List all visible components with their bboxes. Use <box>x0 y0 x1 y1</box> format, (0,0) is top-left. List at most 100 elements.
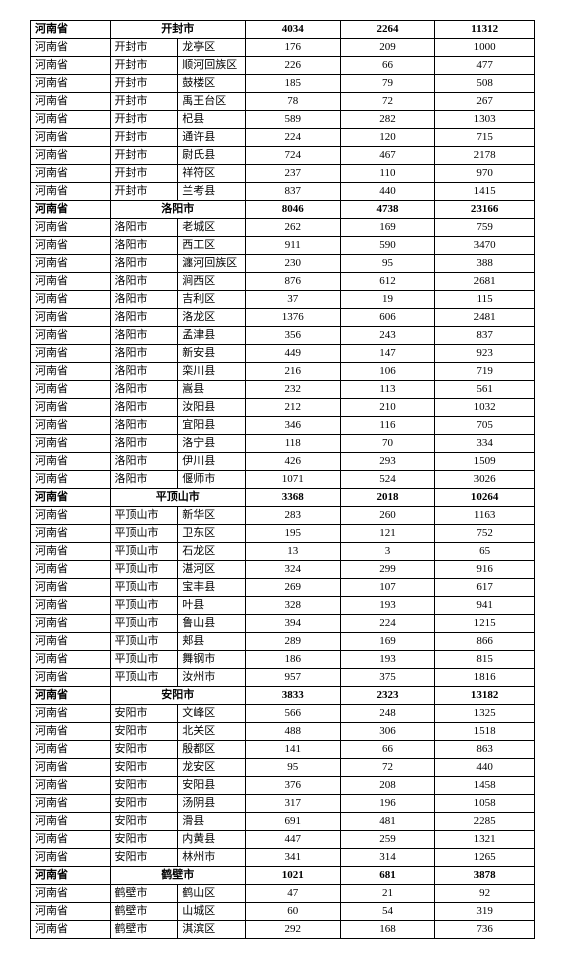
cell-n1: 237 <box>245 165 340 183</box>
cell-n2: 113 <box>340 381 435 399</box>
cell-n1: 141 <box>245 741 340 759</box>
cell-district: 卫东区 <box>178 525 246 543</box>
cell-n2: 169 <box>340 633 435 651</box>
cell-n3: 866 <box>435 633 535 651</box>
cell-n1: 224 <box>245 129 340 147</box>
cell-n3: 736 <box>435 921 535 939</box>
cell-province: 河南省 <box>31 525 111 543</box>
cell-n1: 447 <box>245 831 340 849</box>
cell-city: 洛阳市 <box>110 471 178 489</box>
cell-n2: 72 <box>340 93 435 111</box>
cell-province: 河南省 <box>31 867 111 885</box>
cell-n1: 911 <box>245 237 340 255</box>
cell-n1: 1376 <box>245 309 340 327</box>
table-row: 河南省洛阳市孟津县356243837 <box>31 327 535 345</box>
table-row: 河南省洛阳市新安县449147923 <box>31 345 535 363</box>
cell-district: 新安县 <box>178 345 246 363</box>
table-row: 河南省洛阳市汝阳县2122101032 <box>31 399 535 417</box>
cell-n1: 317 <box>245 795 340 813</box>
cell-province: 河南省 <box>31 579 111 597</box>
cell-n2: 606 <box>340 309 435 327</box>
cell-n3: 319 <box>435 903 535 921</box>
cell-province: 河南省 <box>31 435 111 453</box>
cell-city: 平顶山市 <box>110 561 178 579</box>
cell-n3: 23166 <box>435 201 535 219</box>
cell-n1: 376 <box>245 777 340 795</box>
cell-n2: 481 <box>340 813 435 831</box>
cell-province: 河南省 <box>31 363 111 381</box>
cell-district: 祥符区 <box>178 165 246 183</box>
cell-city: 开封市 <box>110 57 178 75</box>
cell-city: 安阳市 <box>110 705 178 723</box>
table-row: 河南省开封市顺河回族区22666477 <box>31 57 535 75</box>
cell-n2: 66 <box>340 57 435 75</box>
cell-province: 河南省 <box>31 741 111 759</box>
cell-city: 开封市 <box>110 39 178 57</box>
cell-n3: 863 <box>435 741 535 759</box>
cell-city: 平顶山市 <box>110 507 178 525</box>
table-row: 河南省安阳市滑县6914812285 <box>31 813 535 831</box>
cell-n2: 21 <box>340 885 435 903</box>
cell-n2: 248 <box>340 705 435 723</box>
cell-n2: 282 <box>340 111 435 129</box>
cell-n1: 328 <box>245 597 340 615</box>
cell-n3: 477 <box>435 57 535 75</box>
cell-n2: 260 <box>340 507 435 525</box>
cell-city: 平顶山市 <box>110 651 178 669</box>
cell-province: 河南省 <box>31 57 111 75</box>
cell-city: 开封市 <box>110 75 178 93</box>
cell-district: 舞钢市 <box>178 651 246 669</box>
cell-n3: 705 <box>435 417 535 435</box>
cell-n3: 65 <box>435 543 535 561</box>
cell-city: 洛阳市 <box>110 381 178 399</box>
cell-district: 林州市 <box>178 849 246 867</box>
table-row: 河南省安阳市北关区4883061518 <box>31 723 535 741</box>
cell-district: 殷都区 <box>178 741 246 759</box>
cell-n3: 1058 <box>435 795 535 813</box>
cell-n2: 193 <box>340 597 435 615</box>
table-row: 河南省安阳市文峰区5662481325 <box>31 705 535 723</box>
cell-district: 滑县 <box>178 813 246 831</box>
cell-city: 平顶山市 <box>110 597 178 615</box>
cell-n1: 262 <box>245 219 340 237</box>
cell-province: 河南省 <box>31 669 111 687</box>
cell-n3: 617 <box>435 579 535 597</box>
cell-district: 嵩县 <box>178 381 246 399</box>
table-row: 河南省洛阳市8046473823166 <box>31 201 535 219</box>
table-row: 河南省洛阳市吉利区3719115 <box>31 291 535 309</box>
cell-n3: 1415 <box>435 183 535 201</box>
cell-n1: 3368 <box>245 489 340 507</box>
cell-n1: 324 <box>245 561 340 579</box>
cell-n1: 47 <box>245 885 340 903</box>
cell-province: 河南省 <box>31 813 111 831</box>
cell-n3: 115 <box>435 291 535 309</box>
cell-district: 龙亭区 <box>178 39 246 57</box>
cell-district: 洛宁县 <box>178 435 246 453</box>
cell-province: 河南省 <box>31 417 111 435</box>
cell-district: 西工区 <box>178 237 246 255</box>
cell-city-header: 安阳市 <box>110 687 245 705</box>
cell-city: 平顶山市 <box>110 615 178 633</box>
cell-n1: 449 <box>245 345 340 363</box>
cell-n3: 11312 <box>435 21 535 39</box>
cell-province: 河南省 <box>31 489 111 507</box>
cell-n1: 13 <box>245 543 340 561</box>
cell-city: 洛阳市 <box>110 219 178 237</box>
cell-district: 禹王台区 <box>178 93 246 111</box>
cell-city: 开封市 <box>110 93 178 111</box>
table-row: 河南省安阳市3833232313182 <box>31 687 535 705</box>
cell-district: 郏县 <box>178 633 246 651</box>
cell-n3: 1458 <box>435 777 535 795</box>
cell-province: 河南省 <box>31 183 111 201</box>
cell-n2: 72 <box>340 759 435 777</box>
table-row: 河南省安阳市内黄县4472591321 <box>31 831 535 849</box>
cell-province: 河南省 <box>31 705 111 723</box>
cell-city: 鹤壁市 <box>110 921 178 939</box>
cell-n3: 1303 <box>435 111 535 129</box>
cell-city: 安阳市 <box>110 777 178 795</box>
cell-n1: 232 <box>245 381 340 399</box>
cell-n3: 752 <box>435 525 535 543</box>
cell-n2: 79 <box>340 75 435 93</box>
table-row: 河南省开封市鼓楼区18579508 <box>31 75 535 93</box>
cell-city: 洛阳市 <box>110 417 178 435</box>
